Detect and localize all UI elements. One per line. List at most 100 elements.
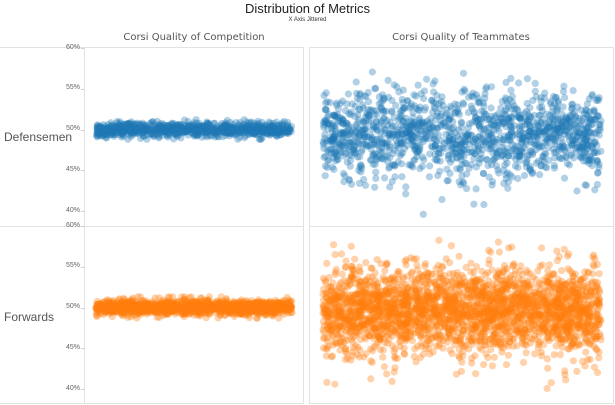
data-point: [444, 177, 452, 185]
data-point: [131, 121, 139, 129]
data-point: [287, 303, 295, 311]
data-point: [176, 127, 184, 135]
data-point: [374, 141, 382, 149]
data-point: [424, 128, 432, 136]
data-point: [470, 200, 478, 208]
data-point: [468, 105, 476, 113]
data-point: [323, 119, 331, 127]
data-point: [218, 305, 226, 313]
data-point: [580, 126, 588, 134]
data-point: [380, 114, 388, 123]
data-point: [262, 127, 270, 135]
data-point: [279, 121, 287, 129]
data-point: [331, 122, 339, 130]
data-point: [503, 144, 511, 152]
data-point: [504, 169, 512, 177]
data-point: [431, 144, 439, 153]
data-point: [487, 145, 495, 153]
data-point: [218, 124, 226, 132]
data-point: [590, 116, 598, 124]
data-point: [170, 129, 178, 137]
data-point: [323, 116, 331, 125]
data-point: [418, 118, 426, 126]
data-point: [494, 166, 502, 174]
data-point: [169, 307, 177, 315]
data-point: [524, 117, 532, 125]
data-point: [320, 153, 328, 161]
data-point: [205, 121, 213, 129]
chart-subtitle: X Axis Jittered: [288, 17, 327, 23]
data-point: [552, 94, 560, 102]
data-point: [230, 303, 238, 311]
data-point: [573, 187, 581, 195]
data-point: [501, 148, 509, 156]
data-point: [168, 119, 176, 127]
data-point: [331, 131, 339, 139]
data-point: [147, 130, 155, 138]
data-point: [430, 103, 438, 111]
data-point: [240, 134, 249, 142]
data-point: [138, 128, 146, 136]
data-point: [179, 306, 187, 314]
data-point: [268, 308, 276, 316]
data-point: [284, 118, 292, 127]
data-point: [331, 149, 339, 157]
data-point: [222, 120, 230, 128]
data-point: [266, 119, 274, 127]
data-point: [179, 128, 187, 136]
data-point: [255, 130, 263, 138]
data-point: [127, 118, 136, 126]
data-point: [536, 111, 544, 119]
data-point: [208, 303, 216, 311]
data-point: [181, 116, 189, 124]
data-point: [96, 122, 104, 130]
data-point: [258, 127, 266, 135]
data-point: [594, 112, 602, 120]
data-point: [113, 307, 121, 315]
data-point: [538, 244, 546, 252]
data-point: [184, 123, 192, 131]
scatter-panel-forwards-competition: [92, 293, 296, 322]
data-point: [214, 128, 222, 136]
data-point: [528, 151, 537, 159]
data-point: [101, 130, 109, 138]
data-point: [275, 126, 284, 134]
data-point: [243, 305, 251, 313]
data-point: [451, 135, 459, 143]
data-point: [529, 168, 537, 177]
data-point: [582, 137, 590, 146]
data-point: [138, 122, 146, 130]
data-point: [457, 144, 465, 152]
data-point: [448, 155, 456, 164]
data-point: [284, 121, 292, 129]
data-point: [371, 160, 379, 168]
data-point: [116, 123, 124, 131]
data-point: [173, 132, 181, 140]
data-point: [545, 123, 553, 131]
data-point: [277, 124, 285, 132]
data-point: [285, 124, 293, 133]
data-point: [507, 117, 515, 125]
data-point: [558, 155, 566, 163]
data-point: [530, 111, 539, 120]
data-point: [234, 302, 242, 310]
data-point: [500, 119, 508, 127]
data-point: [105, 125, 114, 134]
data-point: [508, 152, 516, 160]
data-point: [272, 131, 280, 139]
data-point: [144, 126, 152, 134]
data-point: [412, 123, 420, 131]
data-point: [253, 124, 261, 132]
data-point: [498, 151, 506, 159]
data-point: [110, 302, 118, 310]
data-point: [243, 125, 251, 133]
data-point: [114, 124, 122, 132]
data-point: [403, 118, 411, 126]
data-point: [476, 155, 484, 164]
data-point: [514, 143, 522, 151]
data-point: [446, 132, 454, 141]
data-point: [196, 304, 205, 312]
data-point: [558, 122, 566, 130]
data-point: [387, 130, 395, 138]
data-point: [238, 125, 246, 133]
